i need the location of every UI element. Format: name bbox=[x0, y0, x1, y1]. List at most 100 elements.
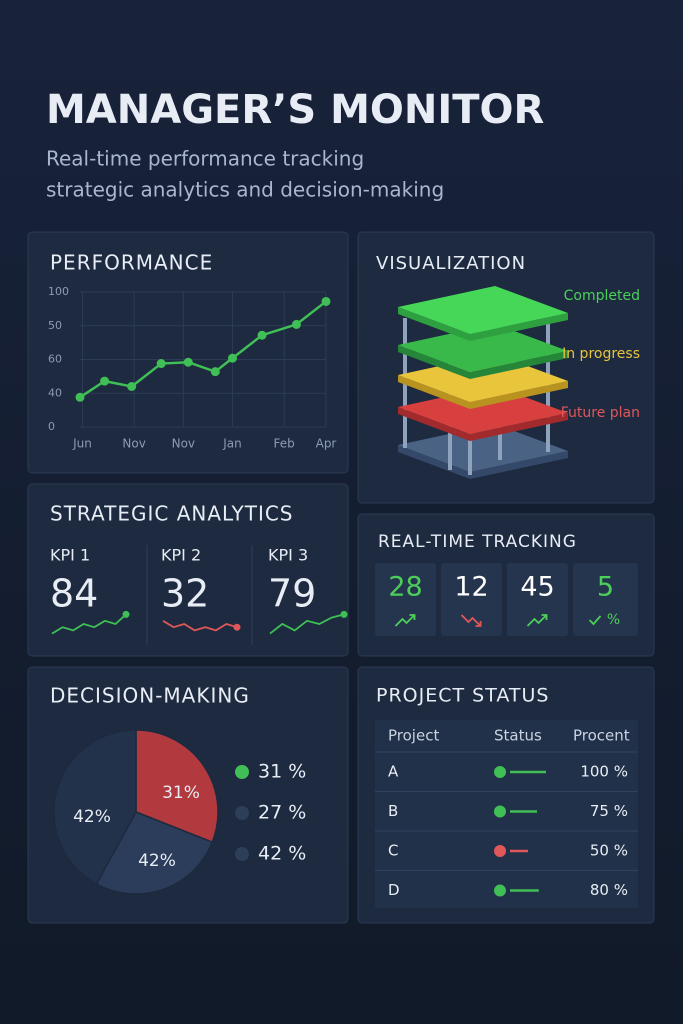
subtitle: strategic analytics and decision-making bbox=[46, 178, 444, 202]
base-slab-side bbox=[470, 451, 568, 479]
pie-slice bbox=[53, 729, 137, 885]
tile-unit: % bbox=[607, 612, 620, 628]
point bbox=[228, 353, 238, 363]
y-tick-label: 60 bbox=[48, 353, 62, 366]
trend-icon bbox=[460, 614, 482, 627]
sparkline-end bbox=[122, 610, 130, 618]
x-tick-label: Nov bbox=[172, 437, 195, 451]
strategic-panel bbox=[27, 483, 349, 657]
column-header: Status bbox=[494, 727, 542, 745]
point bbox=[210, 367, 220, 377]
legend-dot bbox=[235, 847, 249, 861]
base-slab bbox=[398, 424, 568, 472]
trend-icon bbox=[588, 615, 602, 626]
percent: 100 % bbox=[580, 763, 628, 781]
y-tick-label: 50 bbox=[48, 319, 62, 332]
green-slab-side bbox=[398, 307, 470, 341]
slice-label: 31% bbox=[162, 783, 200, 803]
tile bbox=[375, 563, 436, 636]
project-name: D bbox=[388, 881, 400, 899]
panel-title: PERFORMANCE bbox=[50, 251, 213, 275]
subtitle: Real-time performance tracking bbox=[46, 147, 364, 171]
kpi-label: KPI 3 bbox=[268, 546, 308, 565]
kpi-value: 32 bbox=[161, 572, 209, 616]
legend-label: Completed bbox=[564, 288, 640, 304]
green-slab-side bbox=[470, 351, 568, 379]
sparkline-end bbox=[233, 623, 241, 631]
status-dot bbox=[494, 845, 506, 857]
percent: 80 % bbox=[590, 881, 628, 899]
y-tick-label: 40 bbox=[48, 386, 62, 399]
sparkline bbox=[51, 613, 127, 635]
x-tick-label: Jun bbox=[72, 437, 92, 451]
trend-icon bbox=[526, 614, 548, 627]
trend-icon bbox=[394, 614, 416, 627]
project-name: B bbox=[388, 802, 398, 820]
title: MANAGER’S MONITOR bbox=[46, 87, 544, 133]
kpi-value: 84 bbox=[50, 572, 98, 616]
legend-label: 27 % bbox=[258, 802, 306, 824]
point bbox=[183, 357, 193, 367]
panel-title: PROJECT STATUS bbox=[376, 685, 549, 707]
point bbox=[127, 382, 137, 391]
tile bbox=[441, 563, 502, 636]
legend-label: 42 % bbox=[258, 843, 306, 865]
tile bbox=[507, 563, 568, 636]
panel-title: STRATEGIC ANALYTICS bbox=[50, 502, 294, 526]
tile-value: 45 bbox=[520, 572, 554, 603]
green-slab-side bbox=[470, 313, 568, 341]
column-header: Procent bbox=[573, 727, 630, 745]
sparkline-end bbox=[340, 610, 348, 618]
yellow-slab-side bbox=[470, 381, 568, 409]
point bbox=[75, 392, 85, 402]
green-slab bbox=[398, 324, 568, 372]
legend-dot bbox=[235, 765, 249, 779]
legend-dot bbox=[235, 806, 249, 820]
kpi-label: KPI 1 bbox=[50, 546, 90, 565]
line bbox=[79, 300, 327, 399]
project-name: A bbox=[388, 763, 399, 781]
slice-label: 42% bbox=[138, 851, 176, 871]
project-name: C bbox=[388, 842, 398, 860]
slice-label: 42% bbox=[73, 807, 111, 827]
status-dot bbox=[494, 766, 506, 778]
tile-value: 5 bbox=[597, 572, 614, 603]
base-slab-side bbox=[398, 445, 470, 479]
panel-title: VISUALIZATION bbox=[376, 253, 526, 274]
x-tick-label: Feb bbox=[274, 437, 295, 451]
legend-label: 31 % bbox=[258, 761, 306, 783]
pie-slice bbox=[135, 729, 219, 844]
tile-value: 28 bbox=[388, 572, 422, 603]
red-slab-side bbox=[398, 407, 470, 441]
legend-label: In progress bbox=[562, 346, 640, 362]
red-slab-side bbox=[470, 413, 568, 441]
percent: 50 % bbox=[590, 842, 628, 860]
y-tick-label: 0 bbox=[48, 420, 55, 433]
green-slab-side bbox=[398, 345, 470, 379]
y-tick-label: 100 bbox=[48, 285, 69, 298]
kpi-label: KPI 2 bbox=[161, 546, 201, 565]
yellow-slab-side bbox=[398, 375, 470, 409]
sparkline bbox=[162, 620, 238, 632]
x-tick-label: Jan bbox=[222, 437, 242, 451]
panel-title: DECISION-MAKING bbox=[50, 684, 250, 708]
percent: 75 % bbox=[590, 802, 628, 820]
table bbox=[375, 720, 638, 908]
point bbox=[100, 376, 110, 386]
legend-label: Future plan bbox=[561, 405, 640, 421]
x-tick-label: Apr bbox=[316, 437, 337, 451]
tile-value: 12 bbox=[454, 572, 488, 603]
point bbox=[257, 330, 267, 340]
point bbox=[291, 319, 301, 329]
column-header: Project bbox=[388, 727, 439, 745]
kpi-value: 79 bbox=[268, 572, 316, 616]
panel-title: REAL-TIME TRACKING bbox=[378, 532, 577, 552]
status-dot bbox=[494, 884, 506, 897]
red-slab bbox=[398, 386, 568, 434]
tile bbox=[573, 563, 638, 636]
x-tick-label: Nov bbox=[122, 437, 145, 451]
point bbox=[321, 296, 331, 306]
status-dot bbox=[494, 805, 506, 818]
point bbox=[156, 359, 166, 369]
